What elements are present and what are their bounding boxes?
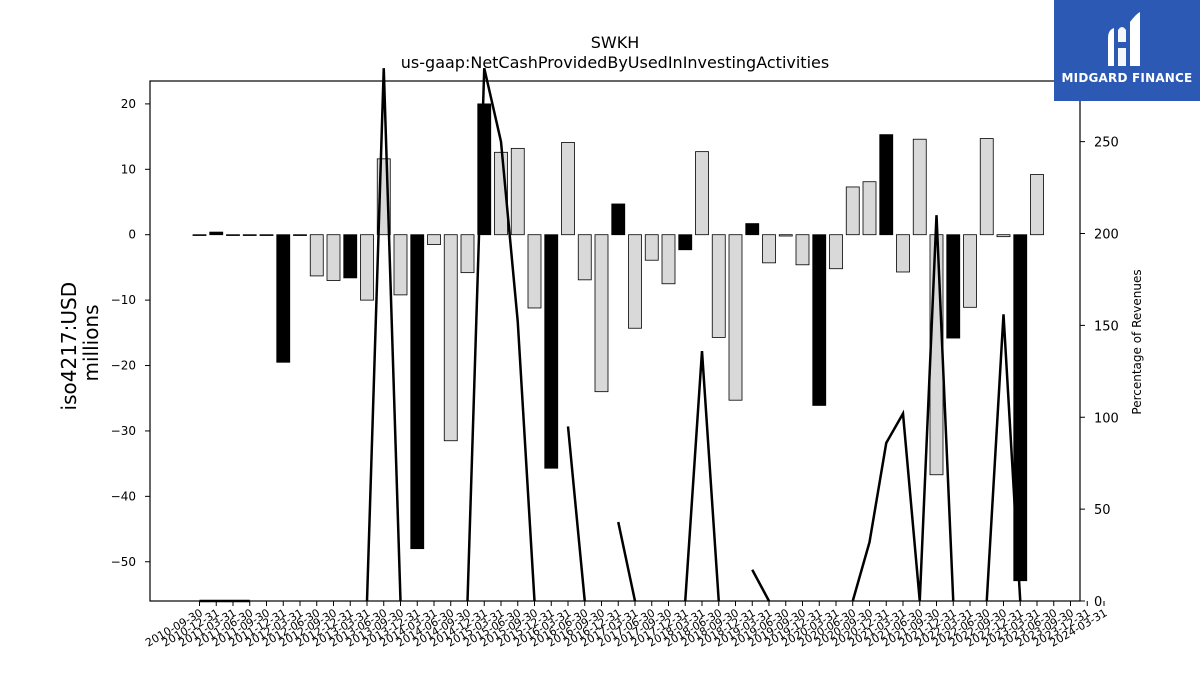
percentage-line-segment [985, 314, 1022, 602]
bar [1030, 174, 1044, 236]
bar [259, 234, 274, 236]
bar [410, 234, 425, 550]
bar [544, 234, 559, 469]
y-right-tick-label: 50 [1094, 503, 1111, 518]
bar [946, 234, 961, 339]
plot-frame [149, 80, 1081, 602]
bar [778, 234, 793, 237]
bar [762, 234, 776, 264]
bar [611, 203, 626, 236]
y-tick-label: −50 [111, 555, 136, 569]
bar [745, 223, 760, 236]
y-right-tick-label: 200 [1094, 228, 1119, 243]
bar [309, 234, 324, 277]
logo-mark-icon [1108, 12, 1140, 66]
y-tick-label: −30 [111, 424, 136, 438]
y-tick-label: 10 [121, 162, 136, 176]
percentage-line-segment [365, 68, 402, 602]
bar [845, 186, 860, 236]
bar [242, 234, 257, 236]
bar [460, 234, 475, 274]
bar [829, 234, 843, 270]
bar [192, 234, 207, 236]
bar [896, 234, 910, 273]
bar [594, 234, 609, 393]
bar [678, 234, 693, 251]
bar [343, 234, 358, 279]
percentage-line-layer [199, 67, 1022, 603]
bar [360, 234, 374, 301]
bar [695, 151, 709, 236]
y-axis-right: 0 50 100 150 200 250 [1080, 136, 1119, 610]
y-right-tick-label: 150 [1094, 319, 1119, 334]
bar [577, 234, 592, 281]
bar [393, 234, 408, 296]
percentage-line-segment [684, 351, 720, 602]
x-axis: 2010-09-302010-12-312011-03-312011-06-30… [143, 601, 1110, 650]
bar [963, 234, 977, 308]
bar [293, 234, 307, 236]
bar [812, 234, 827, 406]
y-tick-label: −40 [111, 489, 136, 503]
bar [661, 234, 676, 285]
y-tick-label: −20 [111, 359, 136, 373]
chart-title: SWKH [591, 33, 640, 52]
y-tick-label: 0 [128, 228, 136, 242]
bar [644, 234, 659, 261]
y-right-tick-label: 0 [1094, 595, 1102, 610]
y-axis-left: 20 10 0 −10 −20 −30 −40 −50 [111, 97, 150, 569]
bar [226, 234, 240, 236]
chart-subtitle: us-gaap:NetCashProvidedByUsedInInvesting… [401, 53, 829, 72]
bar [209, 231, 224, 236]
bar [728, 234, 743, 401]
bar [912, 138, 927, 236]
y-tick-label: −10 [111, 293, 136, 307]
bar [561, 142, 575, 236]
bar [427, 234, 441, 245]
percentage-line-segment [851, 215, 955, 602]
y-right-tick-label: 250 [1094, 136, 1119, 151]
y-axis-label: iso4217:USD millions [57, 276, 103, 411]
bar [879, 134, 894, 236]
y-right-tick-label: 100 [1094, 411, 1119, 426]
bars-layer [192, 103, 1044, 582]
bar [979, 138, 994, 236]
y-axis-label-right: Percentage of Revenues [1130, 269, 1144, 414]
bar [795, 234, 810, 266]
percentage-line-segment [566, 426, 586, 602]
bar [510, 147, 525, 236]
bar [996, 234, 1011, 238]
bar [527, 234, 542, 309]
percentage-line-segment [466, 67, 536, 602]
bar [326, 234, 341, 281]
bar [628, 234, 642, 329]
percentage-line-segment [617, 521, 637, 602]
percentage-line-segment [751, 569, 771, 602]
bar [443, 234, 458, 442]
bar [711, 234, 726, 338]
bar [276, 234, 291, 363]
bar [862, 181, 877, 236]
brand-logo: MIDGARD FINANCE [1054, 0, 1200, 101]
bar [929, 234, 944, 476]
y-tick-label: 20 [121, 97, 136, 111]
